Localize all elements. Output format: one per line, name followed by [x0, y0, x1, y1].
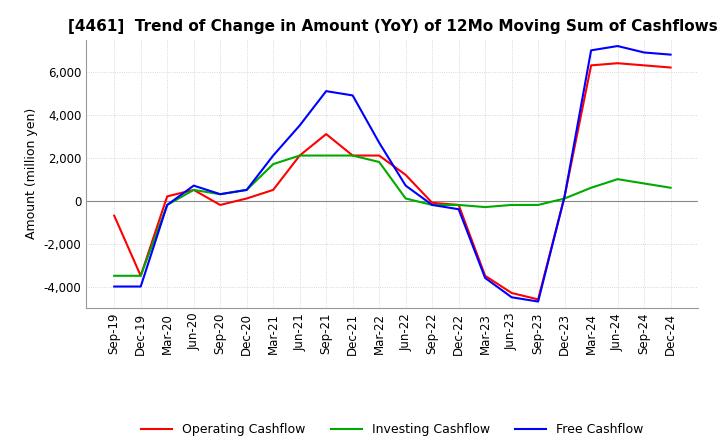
Operating Cashflow	[110, 213, 119, 218]
Operating Cashflow	[560, 194, 569, 199]
Investing Cashflow	[613, 176, 622, 182]
Free Cashflow	[243, 187, 251, 193]
Operating Cashflow	[587, 63, 595, 68]
Investing Cashflow	[189, 187, 198, 193]
Investing Cashflow	[560, 196, 569, 201]
Free Cashflow	[560, 194, 569, 199]
Free Cashflow	[189, 183, 198, 188]
Operating Cashflow	[428, 200, 436, 205]
Legend: Operating Cashflow, Investing Cashflow, Free Cashflow: Operating Cashflow, Investing Cashflow, …	[136, 418, 649, 440]
Investing Cashflow	[401, 196, 410, 201]
Free Cashflow	[136, 284, 145, 289]
Operating Cashflow	[348, 153, 357, 158]
Title: [4461]  Trend of Change in Amount (YoY) of 12Mo Moving Sum of Cashflows: [4461] Trend of Change in Amount (YoY) o…	[68, 19, 717, 34]
Free Cashflow	[348, 93, 357, 98]
Investing Cashflow	[110, 273, 119, 279]
Free Cashflow	[163, 202, 171, 208]
Operating Cashflow	[189, 187, 198, 193]
Operating Cashflow	[454, 202, 463, 208]
Investing Cashflow	[508, 202, 516, 208]
Investing Cashflow	[322, 153, 330, 158]
Free Cashflow	[640, 50, 649, 55]
Operating Cashflow	[322, 132, 330, 137]
Operating Cashflow	[269, 187, 277, 193]
Free Cashflow	[216, 191, 225, 197]
Investing Cashflow	[348, 153, 357, 158]
Operating Cashflow	[401, 172, 410, 177]
Free Cashflow	[666, 52, 675, 57]
Operating Cashflow	[666, 65, 675, 70]
Free Cashflow	[401, 183, 410, 188]
Investing Cashflow	[481, 205, 490, 210]
Investing Cashflow	[216, 191, 225, 197]
Free Cashflow	[428, 202, 436, 208]
Operating Cashflow	[481, 273, 490, 279]
Investing Cashflow	[295, 153, 304, 158]
Line: Investing Cashflow: Investing Cashflow	[114, 156, 670, 276]
Operating Cashflow	[640, 63, 649, 68]
Operating Cashflow	[136, 273, 145, 279]
Free Cashflow	[534, 299, 542, 304]
Free Cashflow	[613, 44, 622, 49]
Operating Cashflow	[534, 297, 542, 302]
Investing Cashflow	[428, 202, 436, 208]
Operating Cashflow	[243, 196, 251, 201]
Line: Operating Cashflow: Operating Cashflow	[114, 63, 670, 299]
Investing Cashflow	[454, 202, 463, 208]
Investing Cashflow	[375, 159, 384, 165]
Free Cashflow	[508, 295, 516, 300]
Free Cashflow	[295, 123, 304, 128]
Y-axis label: Amount (million yen): Amount (million yen)	[25, 108, 38, 239]
Investing Cashflow	[243, 187, 251, 193]
Investing Cashflow	[587, 185, 595, 191]
Operating Cashflow	[375, 153, 384, 158]
Free Cashflow	[587, 48, 595, 53]
Operating Cashflow	[216, 202, 225, 208]
Operating Cashflow	[295, 153, 304, 158]
Operating Cashflow	[508, 290, 516, 296]
Free Cashflow	[375, 140, 384, 145]
Free Cashflow	[110, 284, 119, 289]
Free Cashflow	[269, 153, 277, 158]
Investing Cashflow	[640, 181, 649, 186]
Operating Cashflow	[163, 194, 171, 199]
Investing Cashflow	[163, 202, 171, 208]
Free Cashflow	[481, 275, 490, 281]
Investing Cashflow	[534, 202, 542, 208]
Investing Cashflow	[269, 161, 277, 167]
Investing Cashflow	[136, 273, 145, 279]
Line: Free Cashflow: Free Cashflow	[114, 46, 670, 301]
Operating Cashflow	[613, 61, 622, 66]
Free Cashflow	[322, 88, 330, 94]
Investing Cashflow	[666, 185, 675, 191]
Free Cashflow	[454, 207, 463, 212]
